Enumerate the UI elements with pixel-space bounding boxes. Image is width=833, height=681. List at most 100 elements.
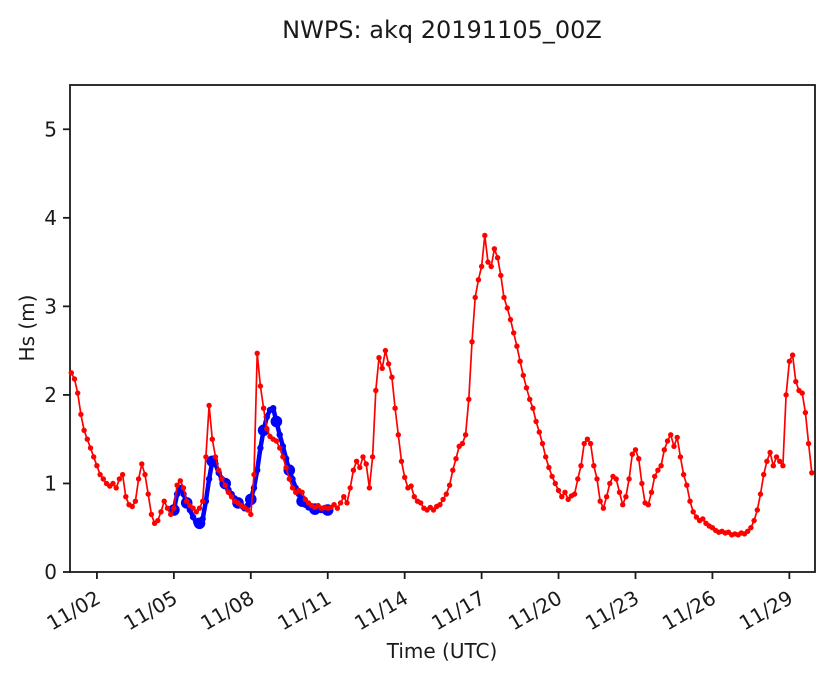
data-point-marker — [347, 485, 353, 491]
data-point-marker — [177, 478, 183, 484]
data-point-marker — [168, 511, 174, 518]
data-point-marker — [145, 491, 151, 497]
data-point-marker — [584, 436, 591, 442]
data-point-marker — [273, 418, 280, 425]
data-point-marker — [485, 259, 491, 265]
data-point-marker — [469, 339, 475, 345]
data-point-marker — [466, 396, 472, 402]
data-point-marker — [478, 263, 485, 270]
data-point-marker — [84, 436, 91, 442]
data-point-marker — [257, 383, 264, 389]
data-point-marker — [139, 461, 145, 467]
observations-series — [68, 232, 815, 538]
data-point-marker — [244, 507, 251, 513]
data-point-marker — [91, 454, 97, 460]
data-point-marker — [636, 456, 642, 462]
data-point-marker — [780, 463, 786, 469]
data-point-marker — [100, 476, 107, 482]
data-point-marker — [123, 494, 129, 500]
data-point-marker — [180, 485, 187, 491]
data-point-marker — [571, 491, 578, 497]
data-point-marker — [209, 436, 215, 442]
data-point-marker — [158, 509, 164, 515]
data-point-marker — [222, 482, 228, 488]
data-point-marker — [75, 390, 81, 396]
data-point-marker — [418, 500, 424, 506]
data-point-marker — [632, 447, 639, 453]
data-point-marker — [190, 505, 196, 511]
data-point-marker — [482, 232, 488, 239]
y-tick-label: 5 — [44, 117, 57, 141]
data-point-marker — [799, 390, 805, 396]
data-point-marker — [369, 454, 376, 460]
data-point-marker — [745, 528, 751, 534]
data-point-marker — [690, 509, 696, 515]
data-point-marker — [575, 476, 581, 482]
data-point-marker — [280, 454, 286, 460]
data-point-marker — [357, 464, 363, 471]
data-point-marker — [514, 343, 520, 349]
data-point-marker — [504, 305, 510, 311]
data-point-marker — [652, 473, 658, 480]
data-point-marker — [613, 476, 619, 482]
chart-title: NWPS: akq 20191105_00Z — [282, 16, 602, 44]
data-point-marker — [543, 454, 549, 460]
data-point-marker — [257, 444, 264, 452]
data-point-marker — [443, 491, 449, 497]
data-point-marker — [616, 489, 623, 495]
data-point-marker — [520, 372, 526, 379]
data-point-marker — [94, 463, 100, 469]
data-point-marker — [203, 454, 209, 460]
data-point-marker — [677, 454, 684, 460]
data-point-marker — [87, 445, 94, 451]
data-point-marker — [395, 432, 401, 438]
data-point-marker — [661, 447, 667, 453]
data-point-marker — [639, 480, 645, 487]
data-point-marker — [748, 525, 754, 531]
data-point-marker — [440, 496, 446, 503]
data-point-marker — [363, 461, 369, 467]
data-point-marker — [212, 454, 219, 460]
y-tick-label: 2 — [44, 383, 57, 407]
data-point-marker — [228, 494, 235, 500]
data-point-marker — [199, 515, 206, 523]
data-point-marker — [379, 365, 385, 371]
data-point-marker — [113, 485, 119, 491]
data-point-marker — [546, 464, 552, 471]
data-point-marker — [248, 511, 254, 518]
data-point-marker — [578, 463, 584, 469]
data-point-marker — [539, 440, 546, 447]
data-point-marker — [135, 476, 142, 482]
data-point-marker — [559, 494, 565, 500]
data-point-marker — [350, 467, 357, 473]
data-point-marker — [648, 489, 655, 495]
axis-ticks: 11/02 11/05 11/08 11/11 11/14 11/17 11/20 11/23… — [43, 117, 797, 635]
data-point-marker — [164, 505, 171, 511]
data-point-marker — [761, 471, 767, 478]
x-axis-label: Time (UTC) — [386, 639, 498, 663]
data-point-marker — [809, 470, 815, 476]
data-point-marker — [536, 429, 542, 435]
y-tick-label: 0 — [44, 560, 57, 584]
data-point-marker — [446, 482, 453, 488]
data-series — [68, 232, 815, 538]
data-point-marker — [533, 418, 539, 425]
data-point-marker — [511, 330, 517, 336]
data-point-marker — [777, 458, 783, 464]
data-point-marker — [523, 385, 530, 391]
data-point-marker — [645, 502, 651, 508]
data-point-marker — [751, 517, 757, 524]
data-point-marker — [594, 476, 600, 482]
data-point-marker — [562, 489, 568, 495]
x-tick-label: 11/23 — [581, 586, 643, 636]
data-point-marker — [754, 507, 760, 513]
data-point-marker — [97, 471, 103, 478]
data-point-marker — [591, 463, 597, 469]
data-point-marker — [119, 471, 126, 478]
data-point-marker — [344, 500, 350, 506]
data-point-marker — [789, 352, 796, 358]
data-point-marker — [684, 482, 690, 488]
data-point-marker — [783, 392, 789, 398]
